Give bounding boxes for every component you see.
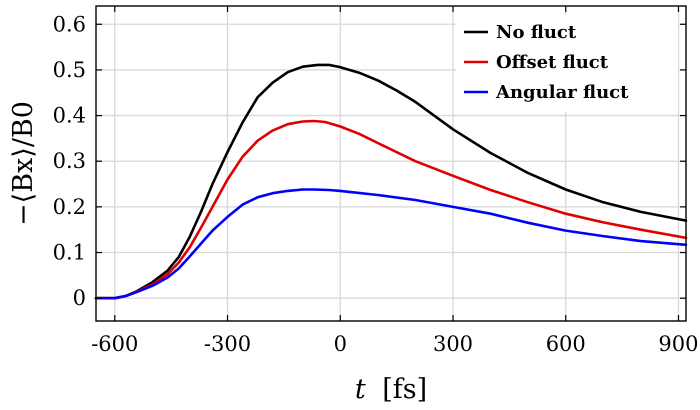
y-tick-label: 0.3 (53, 149, 86, 173)
x-tick-label: -600 (91, 332, 138, 356)
series-line-no-fluct (94, 63, 688, 300)
y-tick-label: 0.6 (53, 12, 86, 36)
x-tick-labels: -600 -300 0 300 600 900 (91, 332, 698, 356)
x-axis-unit: [fs] (382, 374, 427, 405)
legend-label-offset-fluct: Offset fluct (496, 52, 609, 73)
series-layer (94, 63, 688, 300)
legend-box (456, 14, 678, 112)
y-tick-labels: 0 0.1 0.2 0.3 0.4 0.5 0.6 (53, 12, 86, 310)
legend: No fluct Offset fluct Angular fluct (456, 14, 678, 112)
x-tick-label: 300 (433, 332, 473, 356)
y-tick-label: 0.2 (53, 195, 86, 219)
x-tick-label: 900 (658, 332, 698, 356)
x-tick-label: 600 (546, 332, 586, 356)
legend-label-angular-fluct: Angular fluct (495, 82, 629, 103)
x-axis-variable: t (355, 374, 366, 405)
x-axis-label: t [fs] (355, 374, 427, 405)
legend-label-no-fluct: No fluct (496, 22, 577, 43)
plot-frame (95, 5, 687, 322)
y-tick-label: 0 (73, 286, 86, 310)
y-tick-label: 0.1 (53, 241, 86, 265)
x-tick-label: -300 (204, 332, 251, 356)
tick-marks (96, 6, 686, 321)
series-line-offset-fluct (94, 119, 688, 300)
y-axis-label: −⟨Bx⟩/B0 (8, 101, 39, 226)
series-line-angular-fluct (94, 188, 688, 300)
y-tick-label: 0.5 (53, 58, 86, 82)
y-tick-label: 0.4 (53, 104, 86, 128)
x-tick-label: 0 (334, 332, 347, 356)
